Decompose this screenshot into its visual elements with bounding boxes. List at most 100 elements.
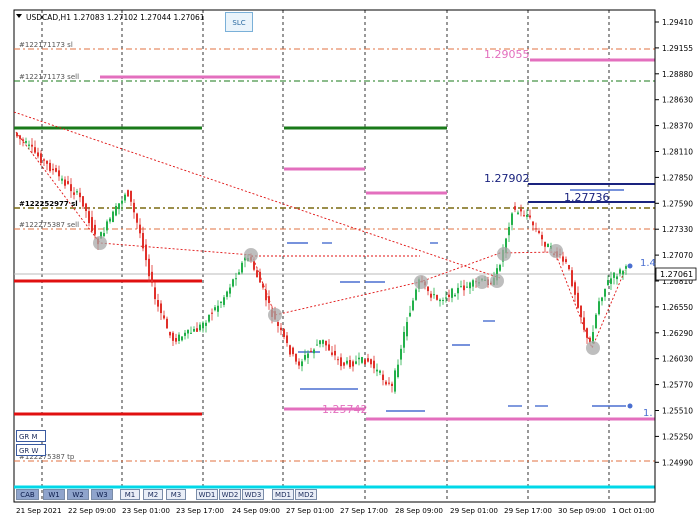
candle-body: [625, 266, 627, 269]
tf-button-w1[interactable]: W1: [43, 489, 65, 500]
tf-button-m3[interactable]: M3: [166, 489, 186, 500]
order-label: #122171173 sl: [19, 41, 73, 49]
candle-body: [415, 289, 417, 300]
candle-body: [568, 265, 570, 270]
gr-m-button[interactable]: GR M: [16, 430, 46, 442]
tf-button-md2[interactable]: MD2: [295, 489, 317, 500]
price-axis: 1.29410 1.29155 1.28880 1.28630 1.28370 1.281…: [655, 18, 693, 467]
candle-body: [445, 297, 447, 299]
candle-body: [604, 288, 606, 297]
gr-w-button[interactable]: GR W: [16, 444, 46, 456]
tf-button-wd2[interactable]: WD2: [219, 489, 241, 500]
candle-body: [439, 299, 441, 302]
candle-body: [25, 141, 27, 143]
candle-body: [286, 335, 288, 344]
candle-body: [394, 370, 396, 392]
candle-body: [535, 228, 537, 230]
tf-button-m1[interactable]: M1: [120, 489, 140, 500]
candle-body: [88, 211, 90, 224]
candle-body: [472, 280, 474, 287]
candle-body: [427, 286, 429, 292]
price-tick-label: 1.29155: [662, 44, 693, 53]
candle-body: [187, 329, 189, 334]
price-tick-label: 1.28110: [662, 148, 693, 157]
candle-body: [301, 361, 303, 367]
candle-body: [49, 162, 51, 172]
candle-body: [622, 270, 624, 275]
candle-body: [103, 233, 105, 237]
candle-body: [331, 352, 333, 355]
candle-body: [109, 218, 111, 222]
candle-body: [619, 269, 621, 274]
candle-body: [40, 153, 42, 163]
tf-button-w2[interactable]: W2: [67, 489, 89, 500]
tf-button-md1[interactable]: MD1: [272, 489, 294, 500]
candle-body: [94, 224, 96, 235]
price-tick-label: 1.28880: [662, 70, 693, 79]
candle-body: [337, 359, 339, 361]
level-label: 1.29055: [484, 48, 530, 61]
time-tick-label: 28 Sep 09:00: [395, 506, 443, 515]
candle-body: [178, 334, 180, 342]
candle-body: [448, 294, 450, 297]
candle-body: [586, 328, 588, 338]
candle-body: [349, 360, 351, 368]
tf-button-m2[interactable]: M2: [143, 489, 163, 500]
price-tick-label: 1.27070: [662, 251, 693, 260]
candle-body: [124, 194, 126, 201]
candle-body: [244, 257, 246, 261]
candle-body: [514, 206, 516, 210]
current-price-box: [655, 267, 697, 281]
candle-body: [238, 272, 240, 275]
tf-button-wd1[interactable]: WD1: [196, 489, 218, 500]
candle-body: [148, 258, 150, 277]
candle-body: [538, 230, 540, 234]
tf-button-wd3[interactable]: WD3: [242, 489, 264, 500]
candle-body: [22, 139, 24, 141]
candle-body: [76, 191, 78, 193]
price-tick-label: 1.25510: [662, 407, 693, 416]
candle-body: [610, 278, 612, 284]
candle-body: [130, 190, 132, 202]
candle-body: [112, 211, 114, 223]
candle-body: [139, 224, 141, 234]
time-tick-label: 22 Sep 09:00: [68, 506, 116, 515]
candle-body: [616, 276, 618, 280]
candle-body: [259, 271, 261, 283]
candle-body: [199, 324, 201, 331]
chart-menu-icon[interactable]: [16, 14, 22, 18]
candle-body: [133, 202, 135, 213]
price-tick-label: 1.25770: [662, 381, 693, 390]
slc-button[interactable]: SLC: [225, 12, 253, 32]
price-tick-label: 1.26810: [662, 277, 693, 286]
candle-body: [340, 357, 342, 367]
price-tick-label: 1.29410: [662, 18, 693, 27]
time-tick-label: 27 Sep 01:00: [286, 506, 334, 515]
candle-body: [544, 241, 546, 247]
candle-body: [196, 328, 198, 332]
candle-body: [376, 369, 378, 372]
price-tick-label: 1.27850: [662, 173, 693, 182]
candle-body: [67, 181, 69, 184]
candle-body: [280, 327, 282, 331]
candle-body: [43, 159, 45, 161]
candle-body: [469, 282, 471, 289]
candle-body: [409, 312, 411, 317]
candle-body: [265, 290, 267, 301]
time-tick-label: 30 Sep 09:00: [558, 506, 606, 515]
candle-body: [226, 291, 228, 297]
time-tick-label: 24 Sep 09:00: [232, 506, 280, 515]
tf-button-cab[interactable]: CAB: [16, 489, 39, 500]
candle-body: [241, 262, 243, 273]
candle-body: [466, 286, 468, 288]
price-tick-label: 1.28370: [662, 122, 693, 131]
candle-body: [262, 283, 264, 288]
candle-body: [436, 294, 438, 300]
tf-button-w3[interactable]: W3: [91, 489, 113, 500]
candle-body: [517, 212, 519, 214]
candle-body: [193, 328, 195, 332]
candle-body: [580, 305, 582, 318]
candle-body: [574, 282, 576, 295]
pending-markers: [287, 189, 626, 412]
